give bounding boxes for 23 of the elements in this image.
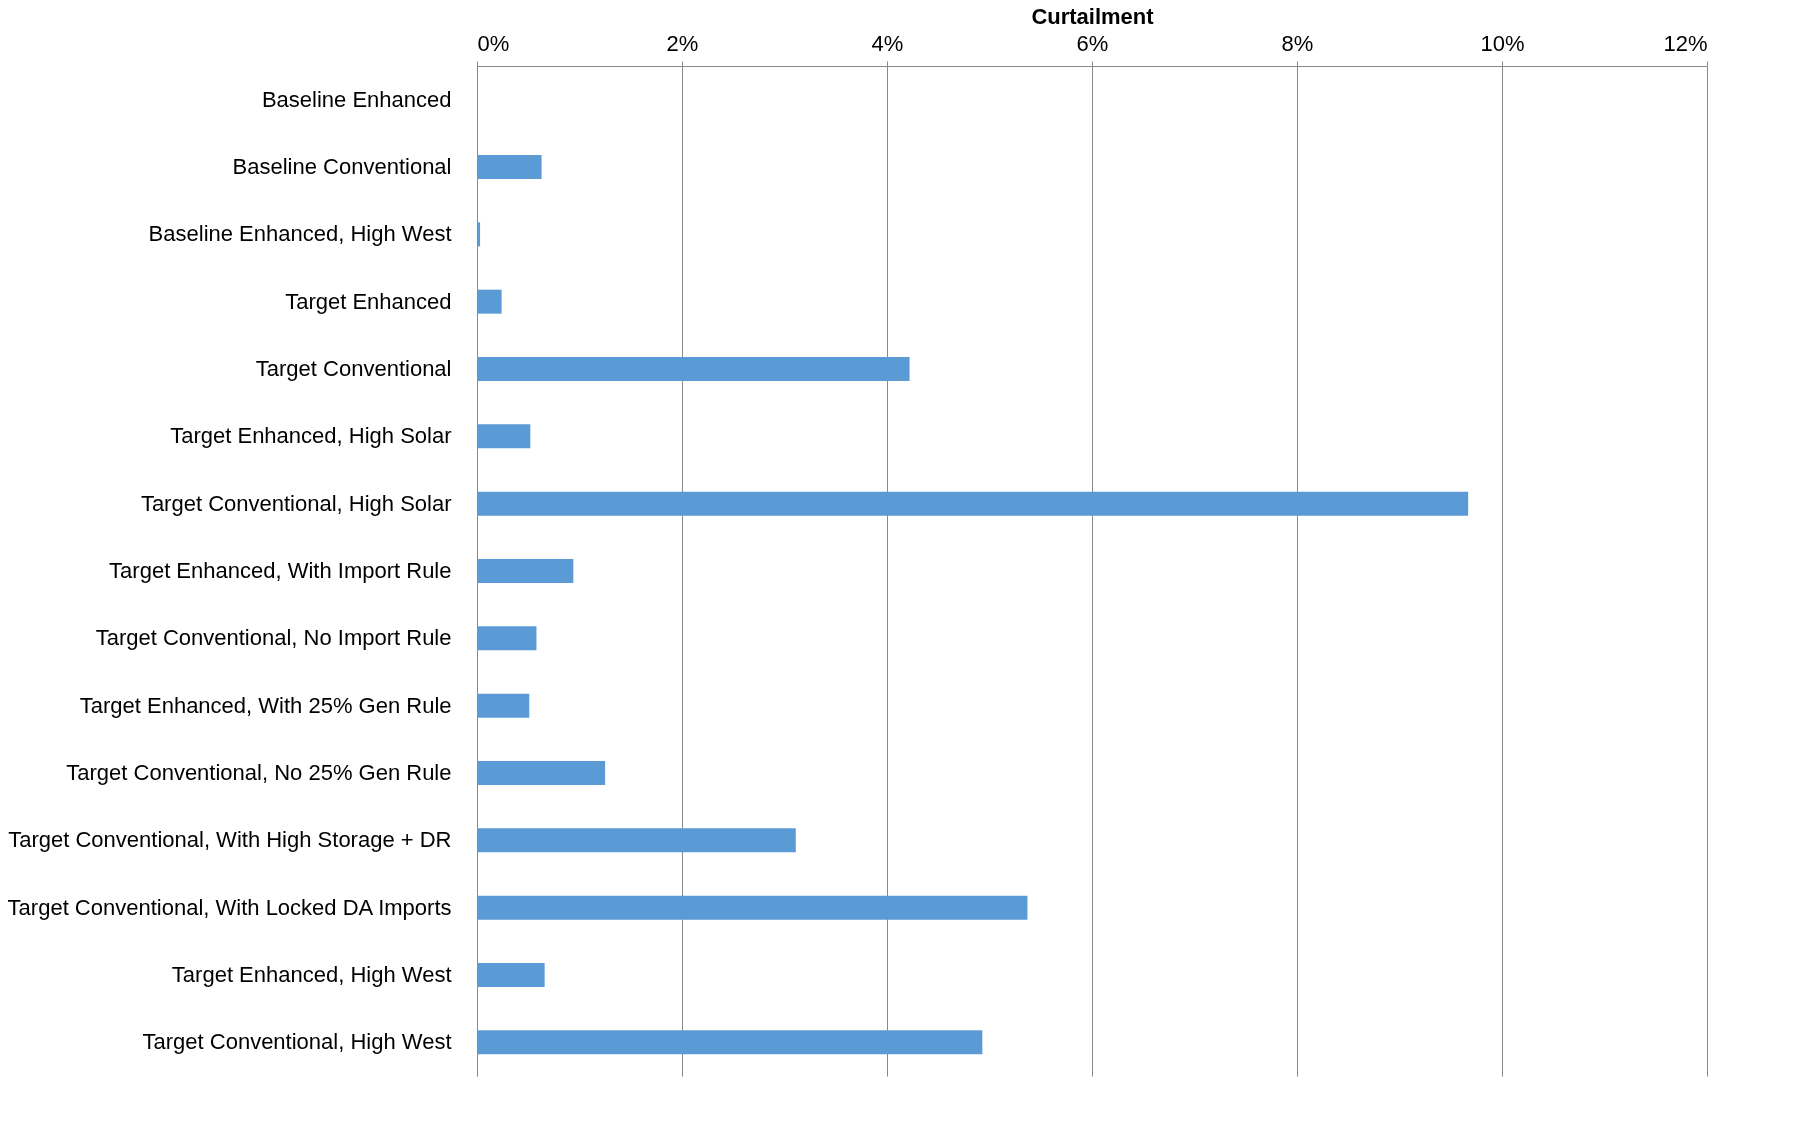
y-tick-label: Target Conventional, High West — [142, 1029, 452, 1055]
y-tick-label: Target Conventional, No 25% Gen Rule — [66, 760, 452, 785]
x-tick-label: 4% — [871, 30, 904, 56]
y-tick-label: Target Enhanced, With 25% Gen Rule — [79, 692, 452, 718]
y-tick-label: Target Conventional, No Import Rule — [95, 625, 452, 651]
x-tick-label: 2% — [666, 30, 699, 56]
x-axis-title: Curtailment — [1031, 3, 1155, 29]
x-tick-label: 12% — [1663, 30, 1708, 56]
y-tick-label: Baseline Enhanced — [261, 86, 452, 112]
y-tick-label: Target Enhanced, With Import Rule — [109, 558, 452, 583]
y-tick-label: Target Enhanced, High West — [171, 962, 452, 987]
y-tick-label: Target Conventional, High Solar — [140, 490, 452, 516]
y-tick-label: Target Enhanced, High Solar — [170, 423, 452, 449]
x-tick-label: 0% — [477, 30, 510, 56]
x-tick-label: 8% — [1281, 30, 1314, 56]
y-tick-label: Target Enhanced — [285, 288, 452, 314]
x-tick-label: 10% — [1480, 30, 1525, 56]
y-tick-label: Target Conventional, With High Storage + DR — [8, 827, 452, 853]
x-tick-label: 6% — [1076, 30, 1109, 56]
y-tick-label: Target Conventional — [255, 356, 452, 381]
y-tick-label: Baseline Enhanced, High West — [148, 221, 452, 247]
y-tick-label: Target Conventional, With Locked DA Imports — [7, 894, 452, 920]
y-tick-label: Baseline Conventional — [232, 154, 452, 179]
